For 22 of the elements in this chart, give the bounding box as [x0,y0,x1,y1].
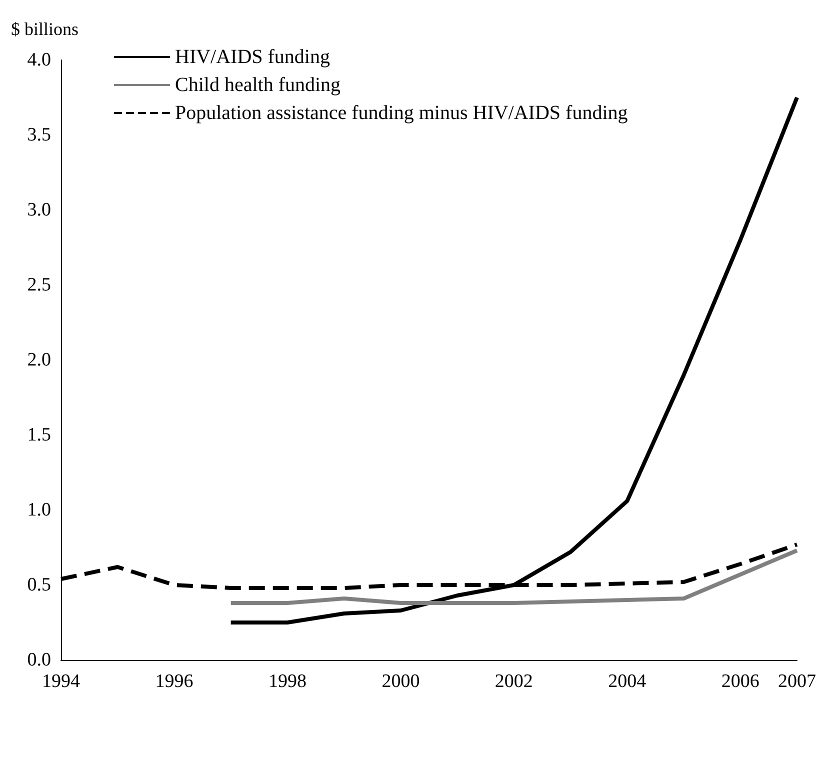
line-series [228,548,799,605]
y-tick-label: 0.0 [27,650,51,670]
x-tick-label: 1994 [42,671,80,692]
y-tick-label: 2.5 [27,274,51,296]
legend-label: HIV/AIDS funding [175,46,330,68]
y-axis-title: $ billions [11,19,79,39]
y-tick-label: 1.5 [27,424,51,446]
y-tick-label: 2.0 [27,350,51,370]
legend-label: Child health funding [175,74,341,96]
x-tick-label: 1998 [268,671,306,692]
x-tick-label: 2000 [382,671,420,692]
y-tick-label: 4.0 [27,50,51,70]
y-tick-label: 0.5 [27,574,51,596]
x-tick-label: 2006 [721,671,760,692]
y-tick-label: 1.0 [27,500,51,520]
y-tick-label: 3.5 [27,124,51,146]
y-tick-label: 3.0 [27,200,51,220]
legend-label: Population assistance funding minus HIV/AIDS funding [175,102,628,124]
x-tick-label: 2002 [494,671,533,692]
x-tick-label: 2004 [608,671,647,692]
x-tick-label: 1996 [155,671,194,692]
x-tick-label: 2007 [778,671,816,692]
